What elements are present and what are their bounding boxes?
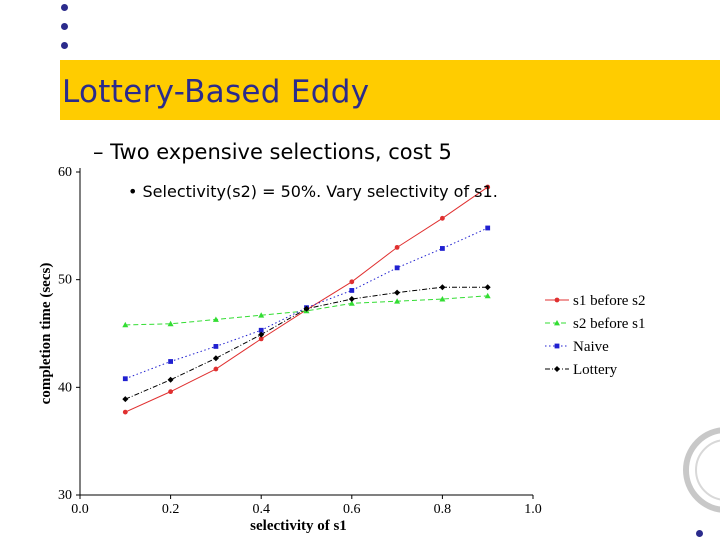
data-point	[348, 300, 355, 306]
y-tick-label: 50	[58, 273, 72, 288]
data-point	[554, 320, 560, 326]
data-point	[394, 298, 401, 304]
data-point	[554, 343, 560, 349]
data-point	[484, 284, 491, 291]
data-point	[554, 297, 560, 303]
data-point	[348, 296, 355, 303]
data-point	[484, 292, 491, 299]
data-point	[258, 331, 265, 338]
y-tick-label: 30	[58, 488, 72, 503]
series-line	[125, 286, 488, 400]
data-point	[122, 321, 129, 328]
data-point	[168, 359, 173, 364]
title-bar	[60, 60, 720, 120]
university-seal-icon	[683, 427, 720, 513]
series-line	[125, 186, 488, 413]
x-tick-label: 0.8	[434, 502, 452, 517]
legend-label: Lottery	[573, 362, 618, 378]
y-axis-title: completion time (secs)	[38, 263, 54, 405]
x-tick-label: 0.4	[252, 502, 270, 517]
series-line	[125, 295, 488, 326]
y-tick-label: 60	[58, 165, 72, 180]
data-point	[440, 215, 445, 221]
data-point	[258, 312, 265, 318]
data-point	[167, 376, 174, 383]
data-point	[213, 366, 219, 372]
data-point	[485, 184, 491, 190]
data-point	[258, 336, 264, 342]
slide-title: Lottery-Based Eddy	[62, 74, 370, 110]
x-tick-label: 0.2	[162, 502, 180, 517]
x-tick-label: 0.0	[71, 502, 89, 517]
data-point	[349, 279, 355, 285]
data-point	[394, 265, 400, 271]
legend-label: s2 before s1	[573, 316, 645, 332]
data-point	[440, 246, 445, 251]
data-point	[122, 376, 128, 382]
data-point	[394, 289, 401, 296]
data-point	[303, 305, 310, 312]
data-point	[394, 244, 400, 250]
bullet-main: – Two expensive selections, cost 5	[93, 140, 452, 164]
data-point	[439, 296, 446, 302]
data-point	[167, 320, 174, 327]
data-point	[168, 389, 174, 395]
data-point	[485, 225, 491, 231]
data-point	[212, 355, 219, 362]
legend-label: s1 before s2	[573, 293, 645, 309]
data-point	[122, 396, 129, 403]
data-point	[258, 327, 264, 333]
data-point	[122, 409, 128, 415]
data-point	[554, 366, 560, 372]
y-tick-label: 40	[58, 380, 72, 395]
series-line	[125, 227, 488, 380]
data-point	[349, 288, 355, 293]
corner-dot	[696, 530, 703, 537]
x-axis-title: selectivity of s1	[250, 518, 347, 534]
x-tick-label: 1.0	[524, 502, 542, 517]
data-point	[213, 344, 219, 349]
decorative-dots	[58, 4, 72, 61]
bullet-sub: • Selectivity(s2) = 50%. Vary selectivit…	[128, 182, 498, 201]
x-tick-label: 0.6	[343, 502, 361, 517]
data-point	[439, 284, 446, 291]
legend-label: Naive	[573, 339, 609, 355]
data-point	[212, 316, 219, 322]
